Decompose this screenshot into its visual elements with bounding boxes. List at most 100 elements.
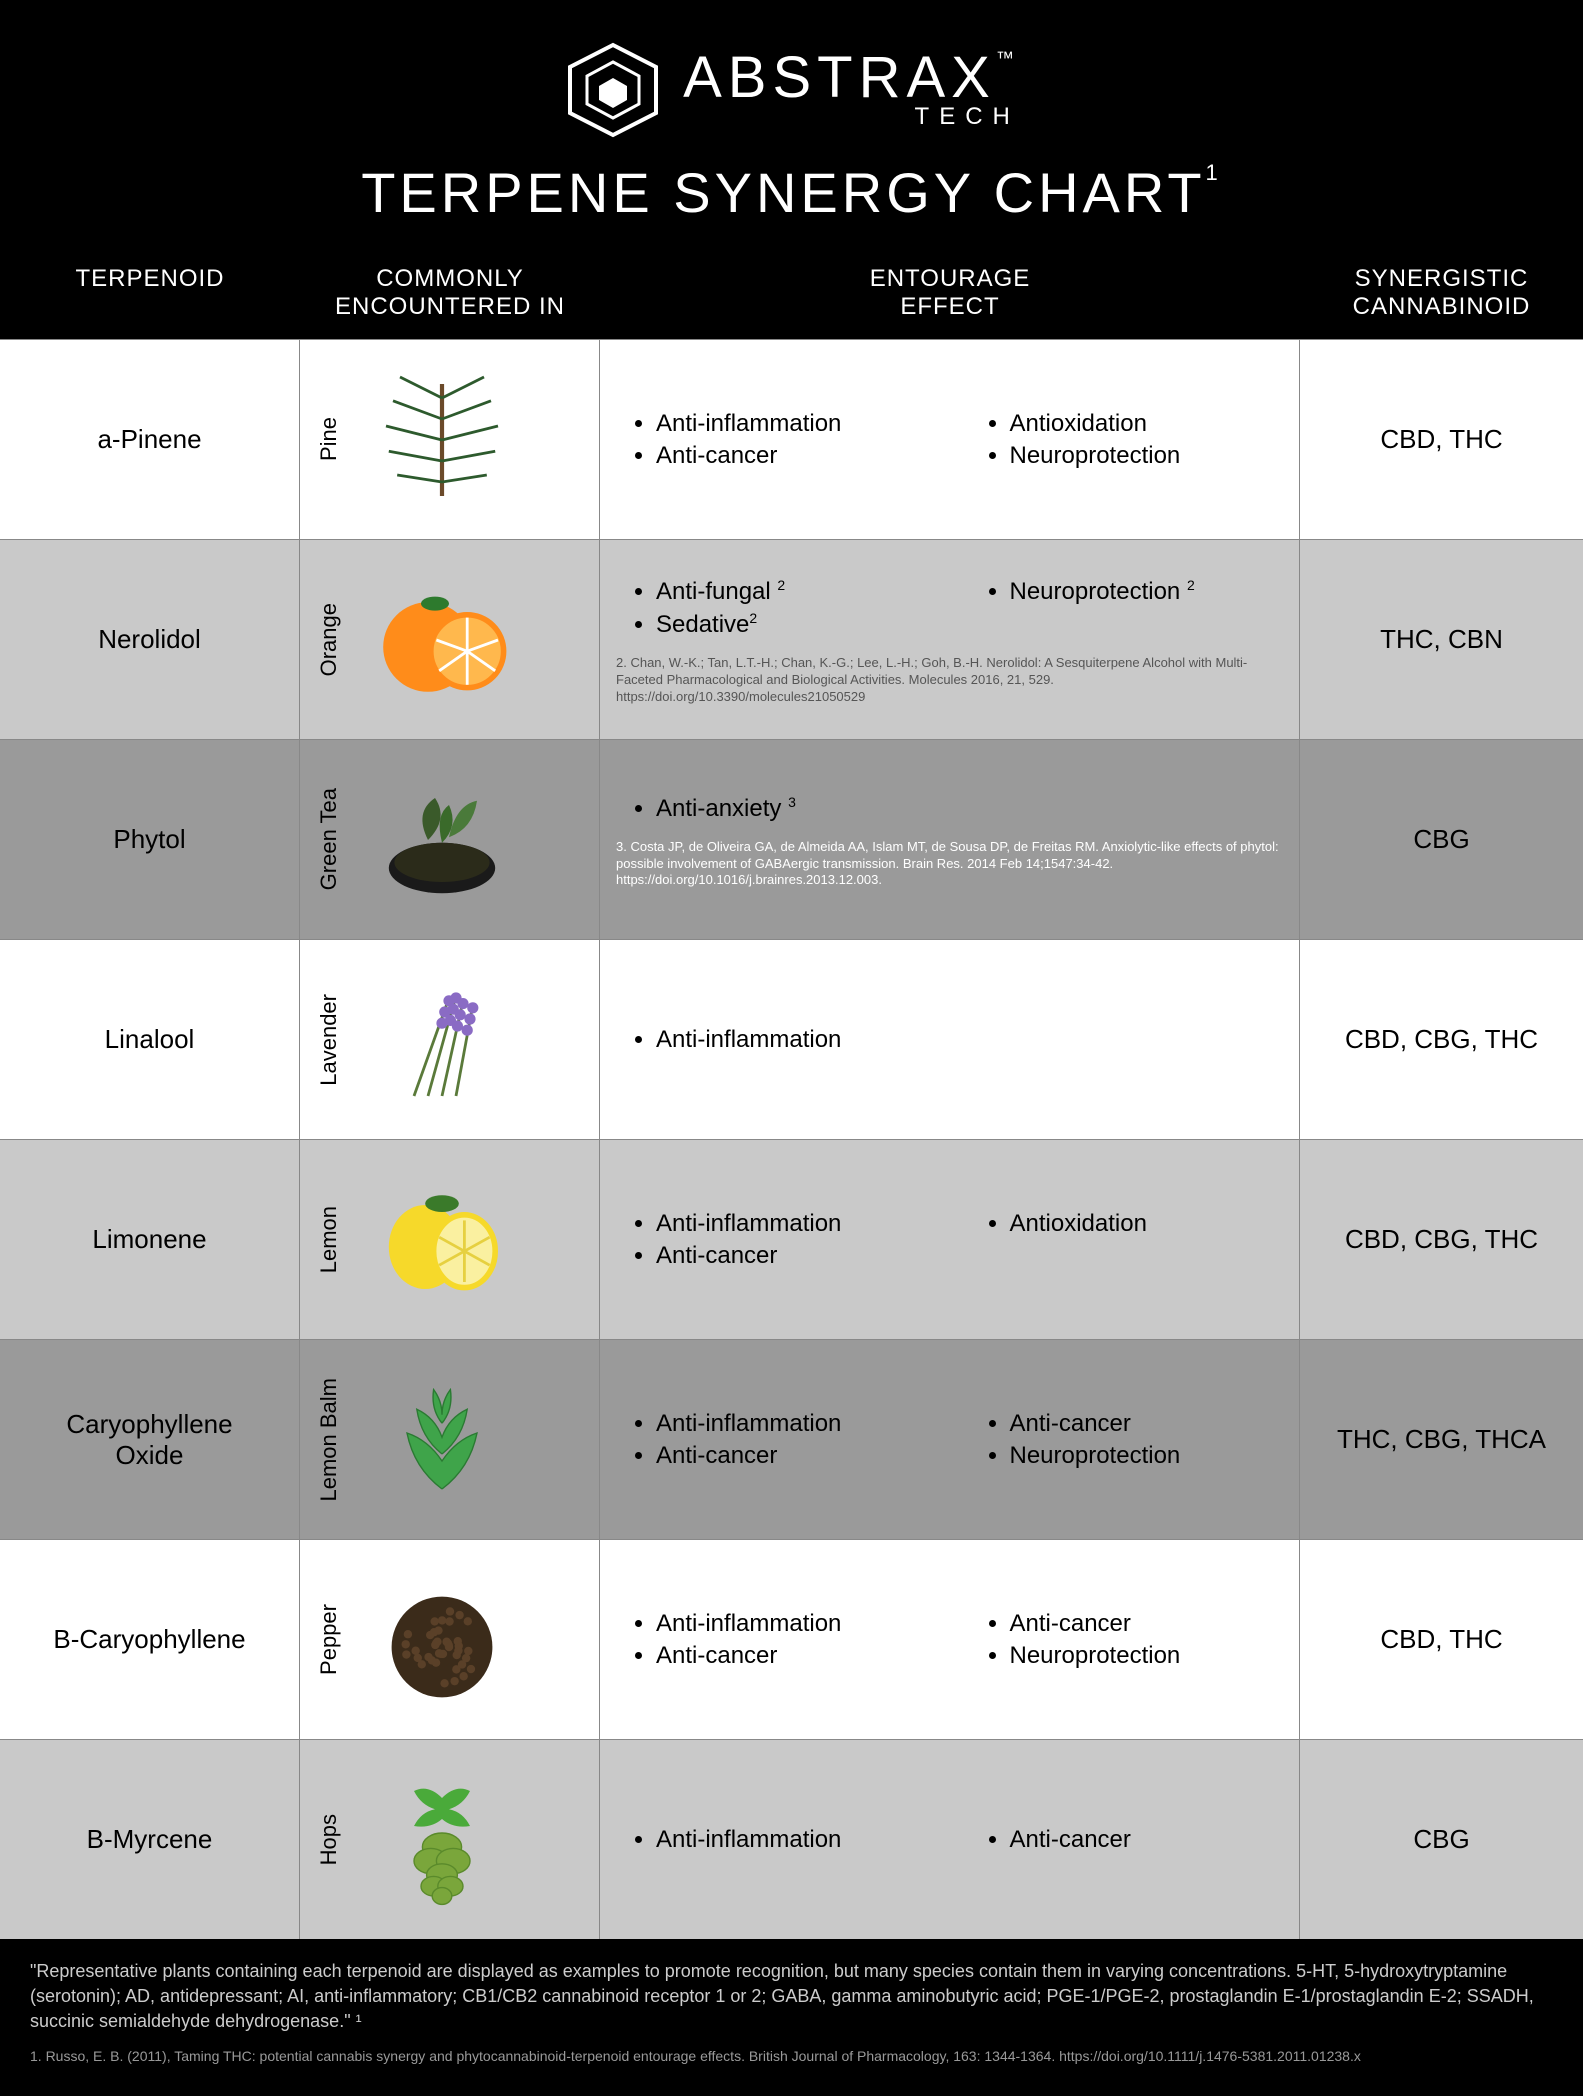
lemonbalm-icon xyxy=(352,1365,532,1515)
citation-text: 3. Costa JP, de Oliveira GA, de Almeida … xyxy=(616,839,1283,890)
effect-item: Anti-cancer xyxy=(1010,1826,1284,1854)
effect-item: Neuroprotection xyxy=(1010,1642,1284,1670)
terpenoid-name: Linalool xyxy=(0,940,300,1139)
effect-item: Anti-cancer xyxy=(656,1242,930,1270)
table-body: a-PinenePine Anti-inflammationAnti-cance… xyxy=(0,339,1583,1939)
citation-text: 2. Chan, W.-K.; Tan, L.T.-H.; Chan, K.-G… xyxy=(616,655,1283,706)
col-header-effect: ENTOURAGE EFFECT xyxy=(600,265,1300,321)
effect-item: Anti-fungal 2 xyxy=(656,577,930,606)
effect-item: Neuroprotection xyxy=(1010,1442,1284,1470)
entourage-effect-cell: Anti-inflammation Anti-cancer Antioxidatio… xyxy=(600,1140,1300,1339)
page-root: ABSTRAX™ TECH TERPENE SYNERGY CHART1 TER… xyxy=(0,0,1583,2096)
effect-item: Anti-inflammation xyxy=(656,1826,930,1854)
entourage-effect-cell: Anti-inflammation xyxy=(600,940,1300,1139)
plant-label: Lavender xyxy=(316,994,342,1086)
effect-item: Anti-cancer xyxy=(1010,1610,1284,1638)
plant-cell: Orange xyxy=(300,540,600,739)
terpenoid-name: Phytol xyxy=(0,740,300,939)
plant-cell: Hops xyxy=(300,1740,600,1939)
entourage-effect-cell: Anti-inflammation Anti-cancer Anti-cancer N… xyxy=(600,1540,1300,1739)
plant-cell: Green Tea xyxy=(300,740,600,939)
effect-list-right: Antioxidation xyxy=(970,1206,1284,1274)
pepper-icon xyxy=(352,1565,532,1715)
cannabinoid-cell: THC, CBN xyxy=(1300,540,1583,739)
plant-cell: Pepper xyxy=(300,1540,600,1739)
col-header-terpenoid: TERPENOID xyxy=(0,265,300,321)
effect-item: Antioxidation xyxy=(1010,410,1284,438)
footer: "Representative plants containing each t… xyxy=(0,1939,1583,2096)
effect-list-left: Anti-inflammation Anti-cancer xyxy=(616,1606,930,1674)
greentea-icon xyxy=(352,765,532,915)
brand-tm: ™ xyxy=(996,48,1020,68)
effect-list-left: Anti-inflammation xyxy=(616,1822,930,1858)
table-row: Caryophyllene Oxide Lemon Balm Anti-infla… xyxy=(0,1339,1583,1539)
chart-title-text: TERPENE SYNERGY CHART xyxy=(361,161,1205,224)
cannabinoid-cell: THC, CBG, THCA xyxy=(1300,1340,1583,1539)
effect-list-right: Anti-cancer Neuroprotection xyxy=(970,1606,1284,1674)
terpenoid-name: B-Myrcene xyxy=(0,1740,300,1939)
effect-item: Sedative2 xyxy=(656,610,930,639)
lavender-icon xyxy=(352,965,532,1115)
plant-label: Orange xyxy=(316,603,342,676)
abstrax-logo-icon xyxy=(563,40,663,140)
plant-label: Pine xyxy=(316,417,342,461)
entourage-effect-cell: Anti-inflammation Anti-cancer xyxy=(600,1740,1300,1939)
terpenoid-name: a-Pinene xyxy=(0,340,300,539)
brand-block: ABSTRAX™ TECH xyxy=(683,49,1020,131)
plant-label: Pepper xyxy=(316,1604,342,1675)
cannabinoid-cell: CBG xyxy=(1300,740,1583,939)
effect-item: Anti-inflammation xyxy=(656,1026,1283,1054)
page-header: ABSTRAX™ TECH TERPENE SYNERGY CHART1 xyxy=(0,0,1583,255)
terpenoid-name: Limonene xyxy=(0,1140,300,1339)
effect-item: Anti-inflammation xyxy=(656,1610,930,1638)
effect-item: Anti-inflammation xyxy=(656,1210,930,1238)
effect-list-left: Anti-inflammation Anti-cancer xyxy=(616,406,930,474)
plant-label: Lemon Balm xyxy=(316,1378,342,1502)
brand-name: ABSTRAX™ xyxy=(683,49,1020,107)
effect-list-left: Anti-inflammation Anti-cancer xyxy=(616,1206,930,1274)
effect-item: Antioxidation xyxy=(1010,1210,1284,1238)
terpenoid-name: B-Caryophyllene xyxy=(0,1540,300,1739)
effect-item: Neuroprotection xyxy=(1010,442,1284,470)
hops-icon xyxy=(352,1765,532,1915)
effect-item: Anti-cancer xyxy=(656,1642,930,1670)
table-row: B-CaryophyllenePepper Anti-inflammationA… xyxy=(0,1539,1583,1739)
table-row: Linalool Lavender Anti-inflammation CBD, C… xyxy=(0,939,1583,1139)
entourage-effect-cell: Anti-anxiety 3 3. Costa JP, de Oliveira G… xyxy=(600,740,1300,939)
entourage-effect-cell: Anti-inflammation Anti-cancer Antioxidatio… xyxy=(600,340,1300,539)
cannabinoid-cell: CBD, THC xyxy=(1300,1540,1583,1739)
entourage-effect-cell: Anti-fungal 2 Sedative2 Neuroprotection 2 2… xyxy=(600,540,1300,739)
cannabinoid-cell: CBD, CBG, THC xyxy=(1300,1140,1583,1339)
cannabinoid-cell: CBG xyxy=(1300,1740,1583,1939)
orange-icon xyxy=(352,565,532,715)
logo-row: ABSTRAX™ TECH xyxy=(0,40,1583,140)
plant-label: Green Tea xyxy=(316,788,342,890)
table-row: Nerolidol Orange Anti-fungal 2 Sedative2 Ne… xyxy=(0,539,1583,739)
effect-list-right: Anti-cancer Neuroprotection xyxy=(970,1406,1284,1474)
effect-item: Anti-anxiety 3 xyxy=(656,794,1283,823)
cannabinoid-cell: CBD, THC xyxy=(1300,340,1583,539)
effect-list-right: Neuroprotection 2 xyxy=(970,573,1284,643)
plant-cell: Lemon xyxy=(300,1140,600,1339)
effect-item: Anti-cancer xyxy=(1010,1410,1284,1438)
effect-list-right: Anti-cancer xyxy=(970,1822,1284,1858)
chart-title-sup: 1 xyxy=(1206,160,1222,185)
terpenoid-name: Caryophyllene Oxide xyxy=(0,1340,300,1539)
plant-cell: Lavender xyxy=(300,940,600,1139)
terpenoid-name: Nerolidol xyxy=(0,540,300,739)
effect-item: Anti-cancer xyxy=(656,442,930,470)
plant-cell: Lemon Balm xyxy=(300,1340,600,1539)
plant-label: Hops xyxy=(316,1814,342,1865)
table-header-row: TERPENOID COMMONLY ENCOUNTERED IN ENTOUR… xyxy=(0,255,1583,339)
effect-item: Neuroprotection 2 xyxy=(1010,577,1284,606)
effect-item: Anti-inflammation xyxy=(656,410,930,438)
effect-list-left: Anti-inflammationAnti-cancer xyxy=(616,1406,930,1474)
table-row: LimoneneLemon Anti-inflammation Anti-canc… xyxy=(0,1139,1583,1339)
chart-title: TERPENE SYNERGY CHART1 xyxy=(0,160,1583,225)
table-row: B-Myrcene Hops Anti-inflammation Anti-canc… xyxy=(0,1739,1583,1939)
col-header-plant: COMMONLY ENCOUNTERED IN xyxy=(300,265,600,321)
col-header-cannabinoid: SYNERGISTIC CANNABINOID xyxy=(1300,265,1583,321)
entourage-effect-cell: Anti-inflammationAnti-cancer Anti-cancer N… xyxy=(600,1340,1300,1539)
pine-icon xyxy=(352,365,532,515)
cannabinoid-cell: CBD, CBG, THC xyxy=(1300,940,1583,1139)
